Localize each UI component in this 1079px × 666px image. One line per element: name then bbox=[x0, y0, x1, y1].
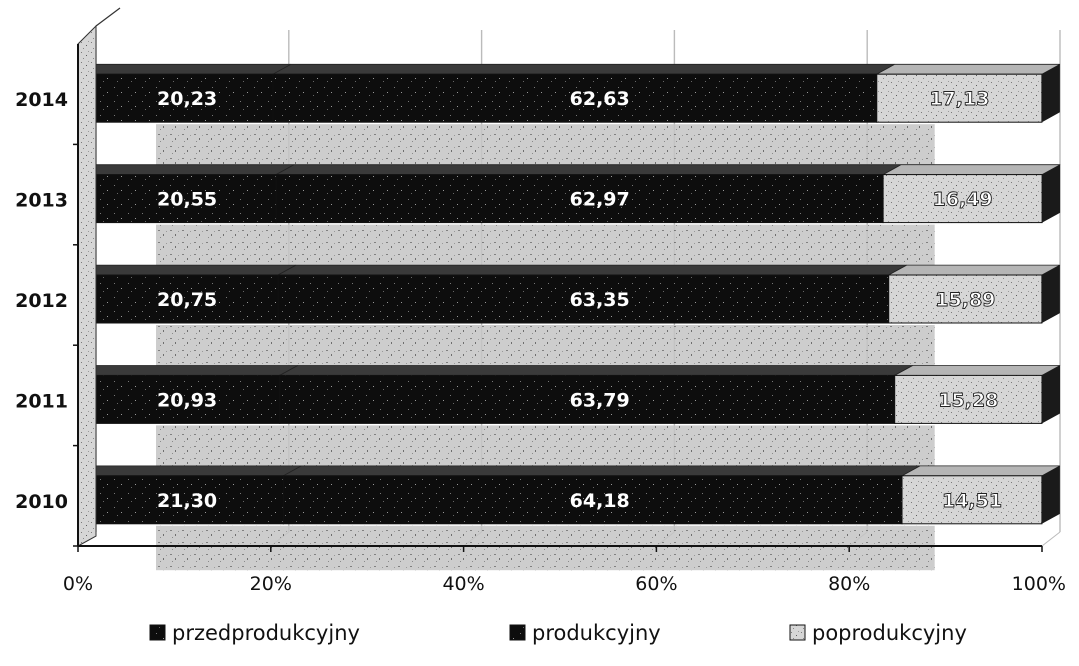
x-tick-label: 20% bbox=[250, 573, 292, 595]
value-label: 17,13 bbox=[929, 88, 989, 110]
value-label: 21,30 bbox=[157, 490, 217, 512]
value-label: 15,28 bbox=[938, 389, 998, 411]
bar-top-face bbox=[275, 164, 902, 176]
bar-top-face bbox=[77, 164, 295, 176]
value-label: 62,97 bbox=[570, 189, 630, 211]
bar-segment-produkcyjny-2011 bbox=[279, 374, 896, 424]
bar-segment-przedprodukcyjny-2010 bbox=[77, 475, 284, 525]
side-wall bbox=[77, 24, 97, 547]
bar-side-face bbox=[1042, 365, 1060, 424]
category-label: 2014 bbox=[15, 89, 68, 111]
bar-top-face bbox=[77, 365, 298, 376]
category-label: 2010 bbox=[15, 491, 68, 513]
bar-segment-poprodukcyjny-2010 bbox=[901, 475, 1043, 525]
gridline-floor bbox=[1041, 531, 1061, 547]
bar-shadows bbox=[156, 124, 935, 571]
value-label: 64,18 bbox=[570, 490, 630, 512]
value-label: 20,23 bbox=[157, 88, 217, 110]
value-label: 20,55 bbox=[157, 189, 217, 211]
legend-swatch bbox=[149, 624, 166, 641]
value-label: 14,51 bbox=[942, 490, 1002, 512]
bar-segment-przedprodukcyjny-2012 bbox=[77, 274, 279, 324]
legend-label: poprodukcyjny bbox=[812, 621, 967, 645]
labels: 21,30 64,18 14,51 2010 20,93 63,79 15,28 2011 20… bbox=[15, 88, 1066, 595]
value-label: 63,79 bbox=[570, 389, 630, 411]
bar-segment-przedprodukcyjny-2011 bbox=[77, 374, 281, 424]
bar-top-face bbox=[888, 264, 1061, 276]
bar-top-face bbox=[77, 63, 292, 75]
value-label: 16,49 bbox=[933, 189, 993, 211]
bar-top-face bbox=[272, 63, 895, 75]
category-label: 2011 bbox=[15, 390, 68, 412]
bar-segment-przedprodukcyjny-2013 bbox=[77, 174, 277, 224]
x-tick-label: 100% bbox=[1012, 573, 1066, 595]
bar-top-face bbox=[277, 264, 907, 276]
bar-segment-poprodukcyjny-2012 bbox=[888, 274, 1043, 324]
bar-shadow bbox=[156, 325, 935, 370]
legend: przedprodukcyjny produkcyjny poprodukcyjny bbox=[149, 621, 967, 645]
legend-label: produkcyjny bbox=[532, 621, 661, 645]
bar-segment-produkcyjny-2012 bbox=[277, 274, 890, 324]
bar-segment-poprodukcyjny-2013 bbox=[882, 174, 1043, 224]
bar-shadow bbox=[156, 224, 935, 269]
bar-top-face bbox=[283, 465, 921, 477]
bar-top-face bbox=[894, 365, 1061, 376]
legend-swatch bbox=[509, 624, 526, 641]
category-label: 2013 bbox=[15, 190, 68, 212]
bar-segment-produkcyjny-2013 bbox=[275, 174, 884, 224]
legend-swatch bbox=[789, 624, 806, 641]
bar-side-face bbox=[1041, 64, 1060, 123]
bars bbox=[77, 63, 1061, 525]
bar-side-face bbox=[1041, 465, 1060, 524]
wall-edge bbox=[95, 7, 121, 27]
x-tick-label: 80% bbox=[828, 573, 870, 595]
value-label: 20,75 bbox=[157, 289, 217, 311]
bar-segment-produkcyjny-2014 bbox=[272, 73, 878, 123]
x-tick-label: 60% bbox=[635, 573, 677, 595]
axes bbox=[73, 7, 1043, 552]
bar-top-face bbox=[882, 164, 1061, 176]
value-label: 62,63 bbox=[570, 88, 630, 110]
bar-top-face bbox=[279, 365, 913, 376]
value-label: 63,35 bbox=[570, 289, 630, 311]
x-tick-label: 0% bbox=[63, 573, 93, 595]
bar-segment-poprodukcyjny-2011 bbox=[894, 374, 1043, 424]
bar-shadow bbox=[156, 124, 935, 169]
bar-top-face bbox=[901, 465, 1061, 477]
bar-side-face bbox=[1041, 265, 1060, 323]
category-label: 2012 bbox=[15, 290, 68, 312]
x-tick-label: 40% bbox=[442, 573, 484, 595]
bar-top-face bbox=[77, 465, 302, 477]
bar-shadow bbox=[156, 425, 935, 470]
legend-label: przedprodukcyjny bbox=[172, 621, 360, 645]
value-label: 20,93 bbox=[157, 389, 217, 411]
bar-top-face bbox=[876, 63, 1061, 75]
bar-side-face bbox=[1042, 164, 1061, 223]
bar-top-face bbox=[77, 264, 297, 276]
bar-shadow bbox=[156, 525, 935, 571]
bar-segment-produkcyjny-2010 bbox=[282, 475, 903, 525]
value-label: 15,89 bbox=[935, 289, 995, 311]
